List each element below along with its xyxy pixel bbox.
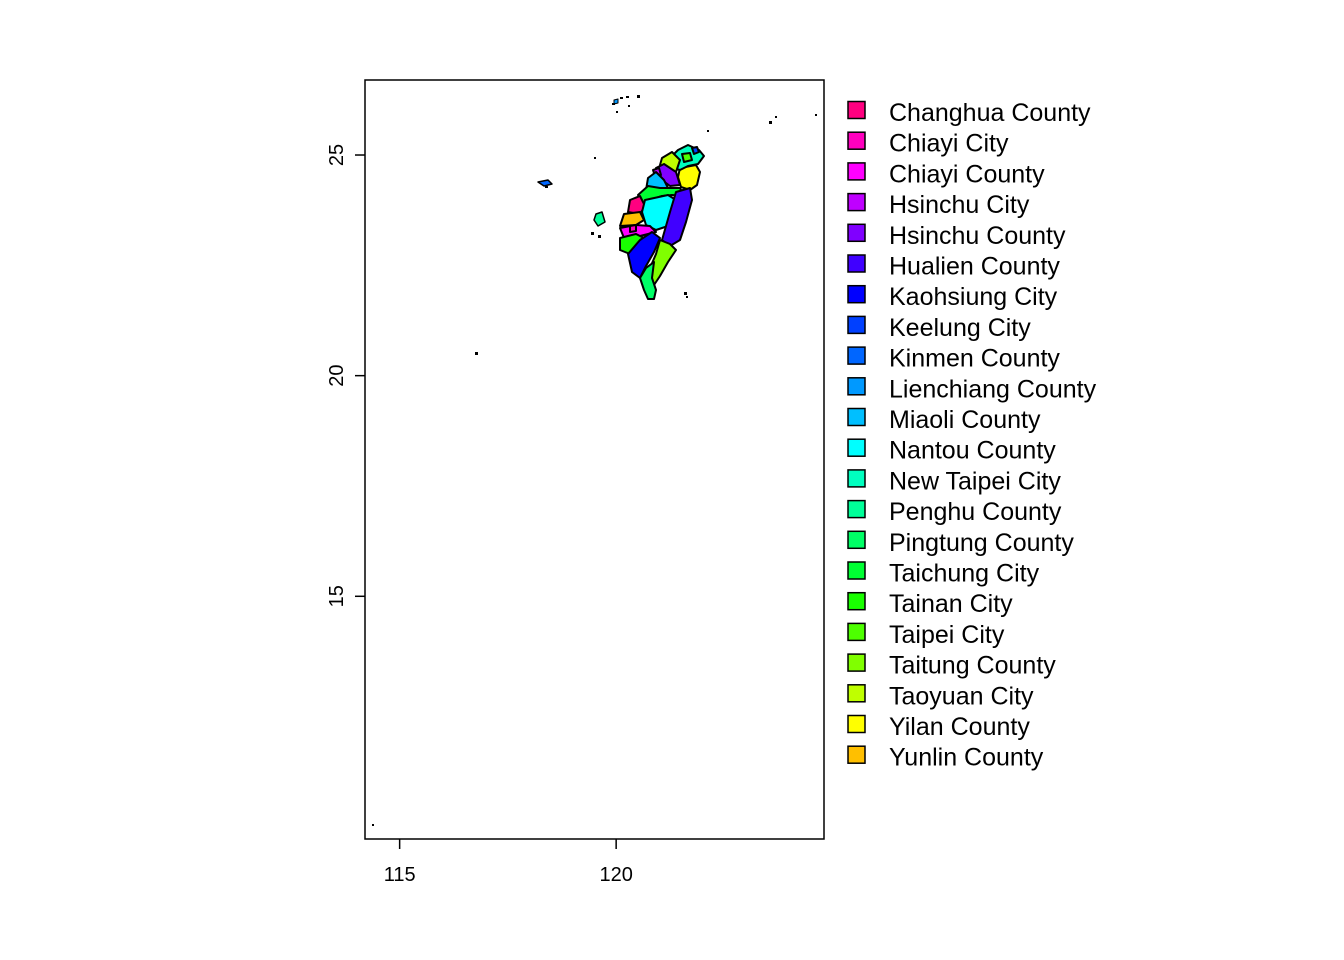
legend-item: Hsinchu County	[847, 222, 1066, 250]
region-chiayi-city	[629, 224, 637, 233]
legend-swatch	[847, 653, 866, 672]
legend-swatch	[847, 223, 866, 243]
region-taitung-county	[647, 239, 677, 286]
legend-label: Taoyuan City	[889, 682, 1034, 710]
legend-item: Hsinchu City	[847, 191, 1030, 219]
legend-swatch	[847, 407, 866, 427]
legend-swatch	[847, 622, 866, 642]
legend-swatch	[847, 254, 866, 273]
legend-swatch	[847, 469, 866, 488]
legend-label: Penghu County	[889, 498, 1062, 526]
y-axis: 15 20 25	[326, 144, 365, 607]
legend-item: Kinmen County	[847, 345, 1060, 373]
legend-item: Chiayi County	[847, 160, 1045, 188]
legend-swatch	[847, 377, 866, 396]
legend-item: Yunlin County	[847, 744, 1044, 772]
legend-swatch	[847, 499, 866, 519]
legend-label: Pingtung County	[889, 529, 1074, 557]
legend-label: Yunlin County	[889, 744, 1044, 772]
x-tick-label: 115	[384, 864, 416, 886]
legend-label: Chiayi County	[889, 160, 1045, 188]
legend-swatch	[847, 192, 866, 212]
region-kinmen-county	[537, 179, 553, 187]
legend-label: Keelung City	[889, 314, 1031, 342]
legend-item: Nantou County	[847, 437, 1056, 465]
legend-label: Taitung County	[889, 652, 1056, 680]
legend-swatch	[847, 315, 866, 335]
legend-item: New Taipei City	[847, 467, 1061, 495]
legend-item: Penghu County	[847, 498, 1062, 526]
legend-item: Keelung City	[847, 314, 1031, 342]
region-keelung-city	[691, 146, 700, 155]
legend-label: Changhua County	[889, 99, 1091, 127]
legend-label: Hualien County	[889, 253, 1060, 281]
legend-label: Nantou County	[889, 437, 1056, 465]
region-yunlin-county	[619, 211, 645, 227]
region-pingtung-county	[639, 261, 657, 300]
legend-label: Tainan City	[889, 590, 1013, 618]
region-taipei-city	[681, 152, 693, 163]
legend-swatch	[847, 714, 866, 734]
legend-swatch	[847, 745, 866, 764]
legend-item: Miaoli County	[847, 406, 1041, 434]
legend-swatch	[847, 131, 866, 150]
legend-item: Taichung City	[847, 560, 1040, 588]
x-tick-label: 120	[599, 864, 632, 886]
legend-swatch	[847, 284, 866, 304]
legend-label: Taipei City	[889, 621, 1005, 649]
legend-swatch	[847, 561, 866, 580]
legend-item: Yilan County	[847, 713, 1030, 741]
legend-swatch	[847, 684, 866, 703]
region-hualien-county	[661, 187, 693, 247]
legend-swatch	[847, 591, 866, 611]
legend-label: Hsinchu County	[889, 222, 1066, 250]
legend-swatch	[847, 100, 866, 120]
legend-label: Kinmen County	[889, 345, 1060, 373]
legend-label: Kaohsiung City	[889, 283, 1058, 311]
legend-label: Yilan County	[889, 713, 1030, 741]
legend-label: Miaoli County	[889, 406, 1041, 434]
y-tick-label: 20	[326, 365, 348, 387]
region-kaohsiung-city	[627, 231, 661, 279]
x-axis: 115 120	[384, 839, 633, 886]
legend-item: Chiayi City	[847, 130, 1009, 158]
legend-swatch	[847, 530, 866, 550]
legend-label: Hsinchu City	[889, 191, 1030, 219]
legend-item: Kaohsiung City	[847, 283, 1058, 311]
legend-label: Lienchiang County	[889, 375, 1097, 403]
y-tick-label: 25	[326, 144, 348, 166]
y-tick-label: 15	[326, 585, 348, 607]
legend-label: New Taipei City	[889, 467, 1061, 495]
outlying-islets	[372, 95, 817, 826]
legend-label: Taichung City	[889, 560, 1040, 588]
legend-swatch	[847, 438, 866, 457]
legend-item: Hualien County	[847, 253, 1060, 281]
legend-swatch	[847, 162, 866, 181]
legend-item: Taitung County	[847, 652, 1056, 680]
taiwan-map	[537, 98, 705, 300]
legend-label: Chiayi City	[889, 130, 1009, 158]
plot-frame	[364, 79, 825, 840]
legend-item: Changhua County	[847, 99, 1091, 127]
legend-swatch	[847, 346, 866, 365]
legend-item: Taipei City	[847, 621, 1005, 649]
legend-item: Pingtung County	[847, 529, 1074, 557]
region-penghu-county	[593, 211, 606, 227]
legend-item: Taoyuan City	[847, 682, 1034, 710]
legend-item: Tainan City	[847, 590, 1013, 618]
region-lienchiang-county	[613, 98, 619, 105]
legend-item: Lienchiang County	[847, 375, 1097, 403]
